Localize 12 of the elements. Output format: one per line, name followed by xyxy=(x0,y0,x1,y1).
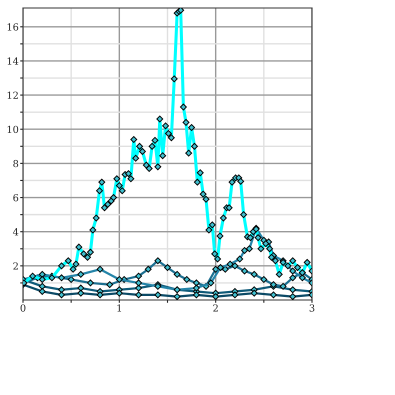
y-tick-label: 10 xyxy=(8,126,18,134)
x-tick-label: 0 xyxy=(20,304,26,312)
y-tick-label: 8 xyxy=(13,160,18,168)
y-tick-label: 12 xyxy=(8,92,18,99)
x-tick-label: 2 xyxy=(213,304,218,312)
y-tick-label: 14 xyxy=(8,57,18,65)
x-tick-label: 3 xyxy=(310,304,314,312)
x-tick-label: 1 xyxy=(117,304,122,312)
y-tick-label: 2 xyxy=(13,262,18,270)
y-tick-label: 16 xyxy=(8,23,18,31)
y-tick-label: 4 xyxy=(12,228,18,236)
y-tick-label: 6 xyxy=(13,194,18,202)
